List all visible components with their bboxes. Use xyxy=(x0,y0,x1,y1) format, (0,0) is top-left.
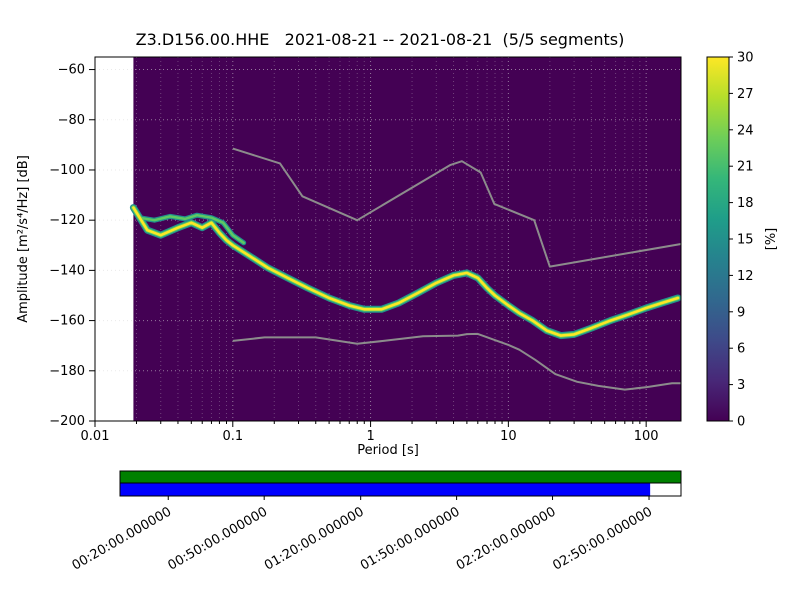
timeline-coverage-bar xyxy=(120,483,651,496)
colorbar-tick-label: 30 xyxy=(737,51,754,66)
x-tick-label: 1 xyxy=(366,429,374,444)
plot-title: Z3.D156.00.HHE 2021-08-21 -- 2021-08-21 … xyxy=(135,30,625,49)
colorbar-tick-label: 21 xyxy=(737,160,754,175)
y-tick-label: −180 xyxy=(49,364,85,379)
colorbar-tick-label: 0 xyxy=(737,415,745,430)
y-tick-label: −200 xyxy=(49,414,85,429)
timeline-tick-label: 01:20:00.000000 xyxy=(262,504,367,573)
noise-model-low-line xyxy=(232,332,681,391)
y-tick-label: −120 xyxy=(49,213,85,228)
colorbar-tick-label: 15 xyxy=(737,233,754,248)
y-tick-label: −80 xyxy=(58,113,85,128)
x-axis-label: Period [s] xyxy=(357,443,419,458)
colorbar-tick-label: 6 xyxy=(737,342,745,357)
colorbar-tick-label: 18 xyxy=(737,196,754,211)
no-data-region xyxy=(95,57,134,421)
timeline-tick-label: 00:20:00.000000 xyxy=(70,504,175,573)
x-tick-label: 0.1 xyxy=(222,429,243,444)
timeline-tick-label: 00:50:00.000000 xyxy=(166,504,271,573)
noise-model-high-line xyxy=(232,147,682,268)
colorbar-tick-label: 27 xyxy=(737,87,754,102)
plot-background xyxy=(95,57,681,421)
psd-band-core xyxy=(132,206,680,337)
x-tick-label: 10 xyxy=(500,429,517,444)
y-tick-label: −160 xyxy=(49,314,85,329)
timeline-segments-bar xyxy=(120,471,681,483)
timeline-tick-label: 01:50:00.000000 xyxy=(358,504,463,573)
colorbar-tick-label: 12 xyxy=(737,269,754,284)
colorbar-label: [%] xyxy=(764,227,779,251)
timeline-tick-label: 02:20:00.000000 xyxy=(454,504,559,573)
y-axis-label: Amplitude [m²/s⁴/Hz] [dB] xyxy=(16,155,31,323)
y-tick-label: −100 xyxy=(49,163,85,178)
y-tick-label: −140 xyxy=(49,263,85,278)
colorbar-tick-label: 24 xyxy=(737,123,754,138)
coverage-bar-frame xyxy=(119,482,682,497)
colorbar xyxy=(707,57,729,421)
colorbar-tick-label: 9 xyxy=(737,305,745,320)
axes-frame xyxy=(94,56,682,422)
colorbar-tick-label: 3 xyxy=(737,378,745,393)
psd-branch-mid xyxy=(138,213,245,245)
x-tick-label: 100 xyxy=(634,429,659,444)
x-tick-label: 0.01 xyxy=(81,429,110,444)
y-tick-label: −60 xyxy=(58,63,85,78)
timeline-tick-label: 02:50:00.000000 xyxy=(550,504,655,573)
